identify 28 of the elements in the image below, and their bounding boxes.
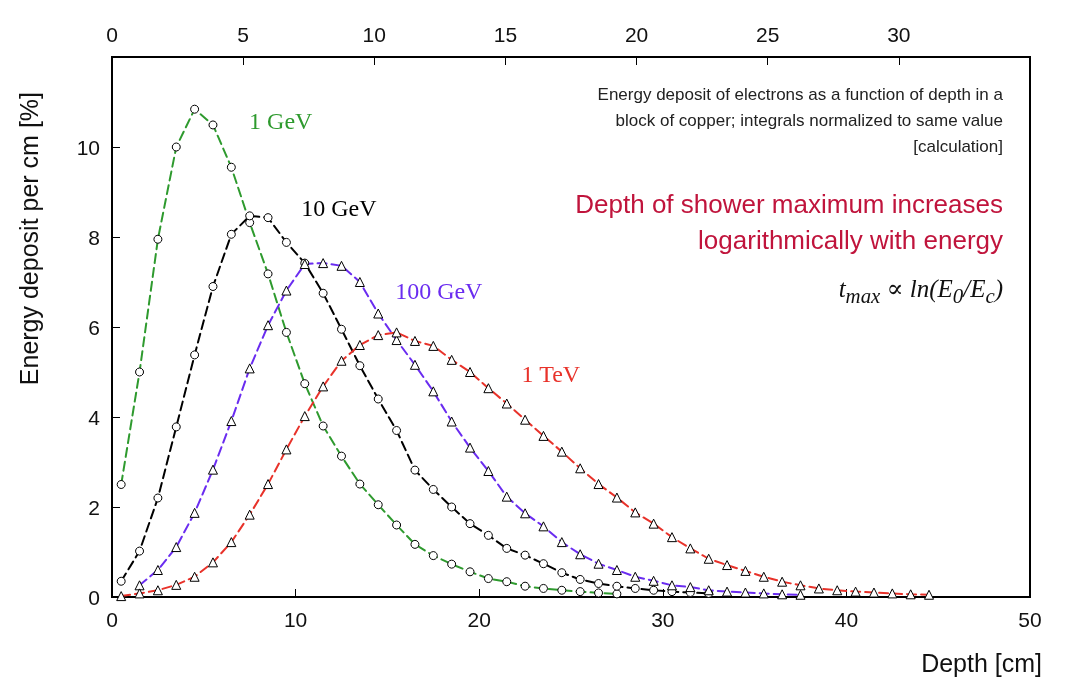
x2-tick-label: 20: [624, 23, 649, 46]
series-label: 10 GeV: [301, 194, 378, 221]
x2-tick-label: 10: [362, 23, 386, 46]
series-label: 1 TeV: [521, 361, 581, 388]
x-tick-label: 50: [1018, 608, 1042, 631]
x2-tick-label: 30: [887, 23, 911, 46]
x-tick-label: 20: [467, 608, 491, 631]
y-tick-label: 6: [88, 315, 100, 339]
x2-tick-label: 0: [106, 23, 118, 46]
annotation: Energy deposit of electrons as a function of depth in a block of copper; integrals normalized to same value [calculation]: [597, 84, 1003, 158]
y-axis-title: Energy deposit per cm [%]: [14, 91, 43, 386]
annotation: t$_{max}$ ∝ ln(E$_{0}$/E$_{c}$): [838, 274, 1003, 310]
y-tick-label: 4: [88, 405, 101, 429]
y-tick-label: 8: [88, 225, 100, 249]
y-tick-label: 2: [88, 495, 100, 519]
x-axis-title: Depth [cm]: [921, 648, 1042, 677]
annotation: Depth of shower maximum increases logarithmically with energy: [575, 188, 1003, 257]
y-tick-label: 0: [88, 585, 100, 609]
x-tick-label: 40: [834, 608, 859, 631]
x2-tick-label: 25: [756, 23, 780, 46]
x2-tick-label: 5: [237, 23, 249, 46]
x-tick-label: 0: [106, 608, 118, 631]
series-label: 1 GeV: [249, 108, 314, 135]
series-label: 100 GeV: [395, 278, 484, 305]
x-tick-label: 10: [283, 608, 308, 631]
y-tick-label: 10: [76, 135, 100, 159]
x2-tick-label: 15: [493, 23, 518, 46]
x-tick-label: 30: [651, 608, 675, 631]
